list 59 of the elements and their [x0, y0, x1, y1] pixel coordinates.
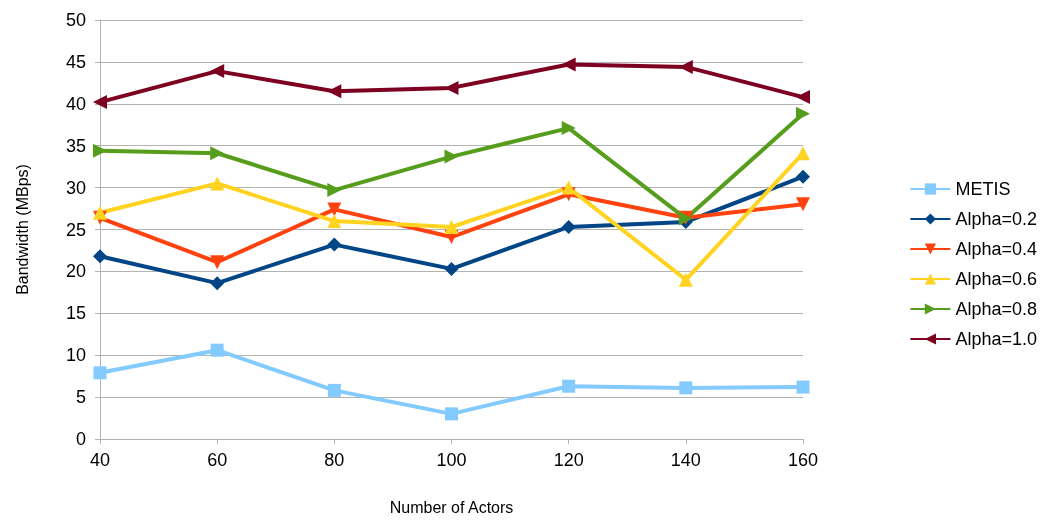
point — [327, 214, 342, 229]
legend-label: Alpha=0.8 — [955, 299, 1038, 319]
point — [561, 180, 576, 195]
x-tick-label: 120 — [553, 450, 584, 470]
y-tick-label: 5 — [75, 387, 86, 408]
point — [93, 249, 107, 264]
point — [796, 197, 810, 212]
point — [327, 383, 341, 397]
point — [679, 381, 693, 395]
point — [796, 106, 810, 121]
legend-label: Alpha=0.4 — [955, 239, 1038, 259]
y-tick-label: 10 — [65, 345, 86, 366]
point — [678, 272, 693, 287]
point — [210, 255, 225, 270]
x-tick-label: 60 — [207, 450, 228, 470]
point — [796, 169, 810, 184]
point — [561, 121, 576, 136]
point — [210, 176, 225, 191]
legend-label: Alpha=0.6 — [955, 269, 1038, 289]
point — [210, 146, 225, 161]
point — [562, 379, 576, 393]
point — [561, 57, 576, 72]
point — [210, 64, 225, 79]
y-tick-label: 25 — [65, 219, 86, 240]
x-tick-label: 140 — [670, 450, 701, 470]
point — [796, 146, 810, 161]
point — [210, 276, 225, 291]
legend-label: METIS — [955, 179, 1011, 199]
x-tick-label: 160 — [787, 450, 819, 470]
point — [561, 219, 576, 234]
point — [796, 380, 810, 394]
y-tick-label: 30 — [65, 177, 86, 198]
x-tick-label: 100 — [436, 450, 467, 470]
y-tick-label: 0 — [75, 429, 86, 449]
legend-label: Alpha=1.0 — [955, 329, 1038, 349]
point — [93, 366, 107, 380]
point — [445, 407, 458, 421]
x-axis-title: Number of Actors — [389, 498, 514, 516]
x-tick-label: 80 — [324, 450, 345, 470]
point — [444, 219, 459, 234]
point — [93, 205, 107, 220]
y-tick-label: 45 — [65, 51, 86, 72]
point — [444, 261, 459, 276]
y-tick-label: 50 — [65, 10, 86, 30]
point — [327, 202, 342, 217]
legend-label: Alpha=0.2 — [955, 209, 1038, 229]
point — [327, 237, 342, 252]
point — [93, 95, 107, 110]
y-axis-title: Bandwidth (MBps) — [13, 164, 31, 295]
point — [327, 183, 342, 198]
y-tick-label: 15 — [65, 303, 86, 324]
x-tick-label: 40 — [89, 450, 111, 470]
y-tick-label: 35 — [65, 135, 86, 156]
y-tick-label: 40 — [65, 93, 86, 114]
point — [210, 343, 224, 357]
point — [796, 90, 810, 105]
point — [444, 149, 459, 164]
y-tick-label: 20 — [65, 261, 86, 282]
point — [327, 84, 342, 99]
